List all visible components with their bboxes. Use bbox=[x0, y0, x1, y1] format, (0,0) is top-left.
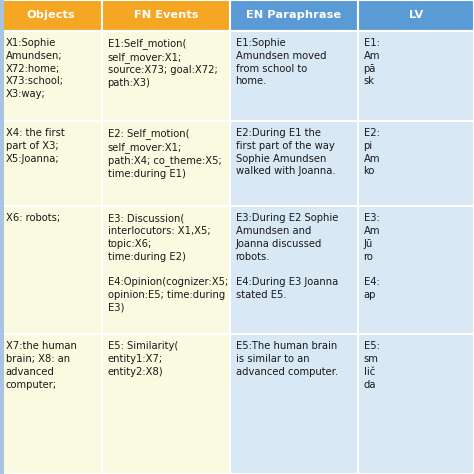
Bar bbox=[102, 121, 230, 206]
Text: Objects: Objects bbox=[27, 10, 75, 20]
Text: E5:
sm
lič
da: E5: sm lič da bbox=[364, 341, 379, 390]
Bar bbox=[102, 206, 230, 334]
Bar bbox=[0, 31, 102, 121]
Bar bbox=[358, 121, 474, 206]
Text: E5: Similarity(
entity1:X7;
entity2:X8): E5: Similarity( entity1:X7; entity2:X8) bbox=[108, 341, 178, 377]
Bar bbox=[358, 31, 474, 121]
Bar bbox=[0, 0, 102, 31]
Text: LV: LV bbox=[409, 10, 423, 20]
Bar bbox=[0, 334, 102, 474]
Bar bbox=[358, 0, 474, 31]
Bar bbox=[0, 0, 4, 474]
Bar bbox=[230, 121, 358, 206]
Text: E1:Sophie
Amundsen moved
from school to
home.: E1:Sophie Amundsen moved from school to … bbox=[236, 38, 326, 86]
Bar bbox=[358, 334, 474, 474]
Bar bbox=[102, 31, 230, 121]
Bar bbox=[230, 31, 358, 121]
Text: X7:the human
brain; X8: an
advanced
computer;: X7:the human brain; X8: an advanced comp… bbox=[6, 341, 77, 390]
Text: FN Events: FN Events bbox=[134, 10, 198, 20]
Text: X6: robots;: X6: robots; bbox=[6, 213, 60, 223]
Text: E3:During E2 Sophie
Amundsen and
Joanna discussed
robots.

E4:During E3 Joanna
s: E3:During E2 Sophie Amundsen and Joanna … bbox=[236, 213, 338, 300]
Text: EN Paraphrase: EN Paraphrase bbox=[246, 10, 341, 20]
Text: E2:During E1 the
first part of the way
Sophie Amundsen
walked with Joanna.: E2:During E1 the first part of the way S… bbox=[236, 128, 335, 176]
Bar bbox=[230, 0, 358, 31]
Bar bbox=[102, 0, 230, 31]
Text: E3:
Am
Jū
ro

E4:
ap: E3: Am Jū ro E4: ap bbox=[364, 213, 380, 300]
Text: E1:
Am
pā
sk: E1: Am pā sk bbox=[364, 38, 380, 86]
Bar bbox=[358, 206, 474, 334]
Text: X4: the first
part of X3;
X5:Joanna;: X4: the first part of X3; X5:Joanna; bbox=[6, 128, 64, 164]
Text: E2: Self_motion(
self_mover:X1;
path:X4; co_theme:X5;
time:during E1): E2: Self_motion( self_mover:X1; path:X4;… bbox=[108, 128, 221, 179]
Text: E3: Discussion(
interlocutors: X1,X5;
topic:X6;
time:during E2)

E4:Opinion(cogn: E3: Discussion( interlocutors: X1,X5; to… bbox=[108, 213, 228, 313]
Bar bbox=[0, 121, 102, 206]
Bar bbox=[102, 334, 230, 474]
Text: E1:Self_motion(
self_mover:X1;
source:X73; goal:X72;
path:X3): E1:Self_motion( self_mover:X1; source:X7… bbox=[108, 38, 218, 88]
Text: E2:
pi
Am
ko: E2: pi Am ko bbox=[364, 128, 380, 176]
Text: X1:Sophie
Amundsen;
X72:home;
X73:school;
X3:way;: X1:Sophie Amundsen; X72:home; X73:school… bbox=[6, 38, 64, 99]
Bar bbox=[230, 206, 358, 334]
Bar bbox=[230, 334, 358, 474]
Text: E5:The human brain
is similar to an
advanced computer.: E5:The human brain is similar to an adva… bbox=[236, 341, 338, 377]
Bar bbox=[0, 206, 102, 334]
